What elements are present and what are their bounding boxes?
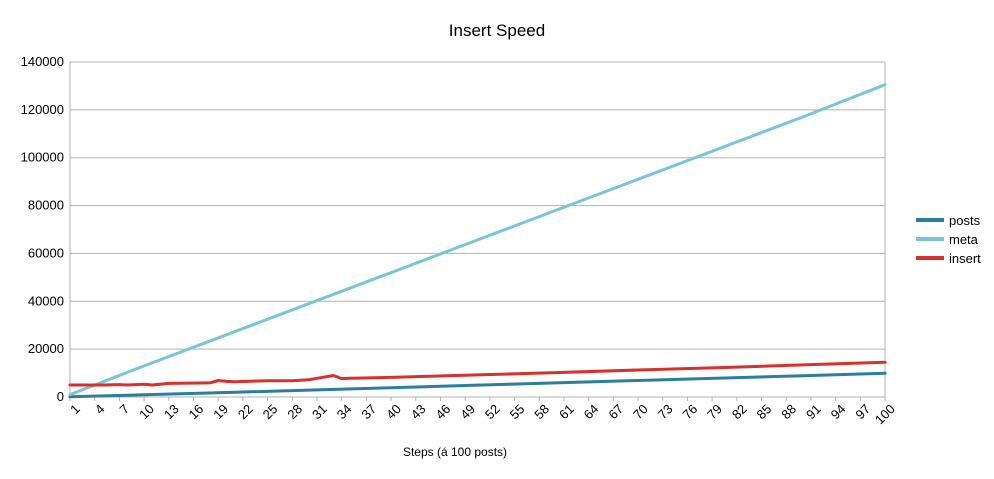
- legend-label-meta: meta: [949, 232, 979, 247]
- series-lines: [68, 83, 887, 399]
- x-tick-label: 34: [334, 401, 355, 422]
- series-line-meta: [68, 83, 887, 397]
- x-tick-label: 67: [605, 401, 626, 422]
- x-tick-label: 46: [433, 401, 454, 422]
- x-tick-label: 94: [828, 401, 849, 422]
- x-tick-label: 7: [117, 401, 133, 417]
- x-tick-label: 22: [235, 401, 256, 422]
- series-line-posts: [68, 371, 887, 399]
- x-tick-label: 85: [754, 401, 775, 422]
- x-axis: 1 4 7 10 13 16 19 22 25 28 31 34 37 40 43 46 49 52 55 58 61 6…: [67, 397, 898, 427]
- x-tick-label: 55: [507, 401, 528, 422]
- x-tick-label: 40: [383, 401, 404, 422]
- y-tick-label: 80000: [28, 198, 64, 213]
- y-tick-label: 120000: [21, 102, 64, 117]
- grid-lines: [70, 61, 885, 398]
- y-tick-label: 100000: [21, 150, 64, 165]
- y-tick-label: 40000: [28, 293, 64, 308]
- x-tick-label: 16: [186, 401, 207, 422]
- legend-label-posts: posts: [949, 213, 981, 228]
- legend-label-insert: insert: [949, 251, 981, 266]
- x-axis-title: Steps (á 100 posts): [403, 445, 507, 459]
- y-tick-label: 140000: [21, 54, 64, 69]
- x-tick-label: 70: [630, 401, 651, 422]
- x-tick-label: 91: [803, 401, 824, 422]
- x-tick-label: 31: [309, 401, 330, 422]
- x-tick-label: 76: [679, 401, 700, 422]
- x-tick-label: 19: [210, 401, 231, 422]
- x-tick-label: 25: [260, 401, 281, 422]
- x-tick-label: 97: [852, 401, 873, 422]
- y-tick-label: 20000: [28, 341, 64, 356]
- y-axis: 0 20000 40000 60000 80000 100000 120000 140000: [21, 54, 64, 404]
- x-tick-label: 10: [136, 401, 157, 422]
- plot-area: [69, 62, 886, 397]
- y-tick-label: 0: [57, 389, 64, 404]
- x-tick-label: 49: [457, 401, 478, 422]
- x-tick-label: 43: [408, 401, 429, 422]
- x-tick-label: 58: [531, 401, 552, 422]
- x-tick-label: 61: [556, 401, 577, 422]
- x-tick-label: 37: [358, 401, 379, 422]
- x-tick-label: 52: [482, 401, 503, 422]
- chart-title: Insert Speed: [449, 21, 545, 40]
- y-tick-label: 60000: [28, 245, 64, 260]
- x-tick-label: 28: [284, 401, 305, 422]
- x-tick-label: 64: [581, 401, 602, 422]
- x-tick-label: 13: [161, 401, 182, 422]
- x-tick-label: 73: [655, 401, 676, 422]
- x-tick-label: 100: [872, 401, 898, 427]
- legend: posts meta insert: [916, 213, 981, 266]
- x-tick-label: 82: [729, 401, 750, 422]
- x-tick-label: 88: [778, 401, 799, 422]
- x-tick-label: 1: [67, 401, 83, 417]
- x-tick-label: 79: [704, 401, 725, 422]
- series-line-insert: [68, 360, 887, 387]
- x-tick-label: 4: [92, 401, 108, 417]
